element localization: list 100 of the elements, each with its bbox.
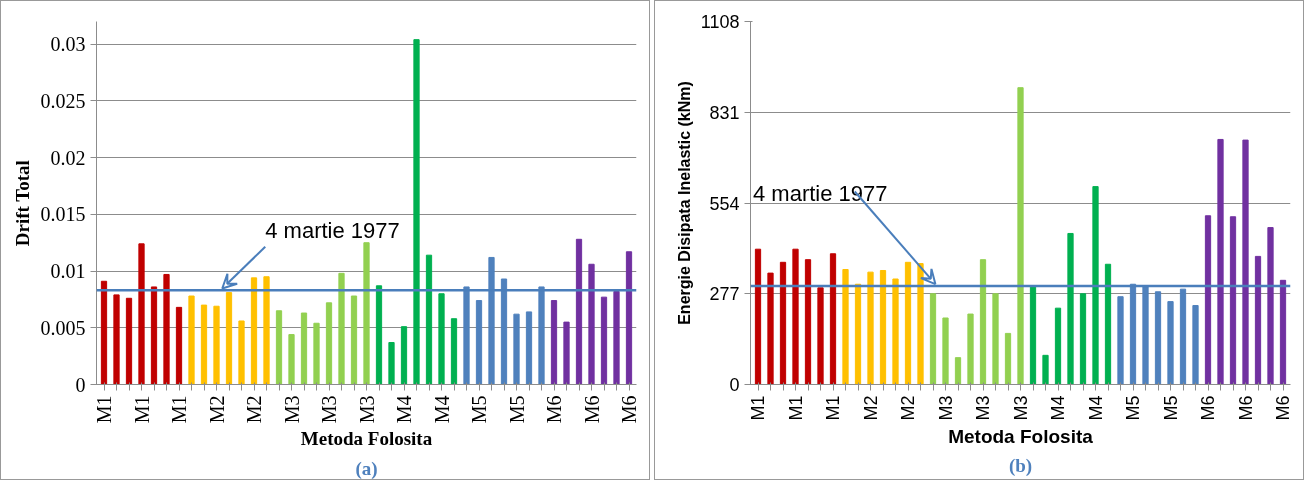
bar bbox=[513, 313, 520, 385]
bar bbox=[1079, 293, 1087, 385]
x-tick-label: M5 bbox=[468, 395, 490, 424]
bar bbox=[125, 297, 133, 385]
bar bbox=[425, 254, 433, 385]
x-tick-label: M2 bbox=[898, 395, 918, 421]
bar bbox=[829, 253, 837, 385]
bar bbox=[1229, 216, 1237, 385]
bar bbox=[225, 292, 233, 385]
bar bbox=[213, 305, 220, 385]
y-tick-label: 0 bbox=[75, 373, 86, 396]
bar bbox=[792, 248, 799, 385]
bar bbox=[754, 248, 762, 385]
y-tick-label: 0.01 bbox=[50, 260, 86, 283]
bar bbox=[138, 243, 145, 385]
x-tick-label: M4 bbox=[1085, 395, 1106, 421]
bar bbox=[313, 322, 320, 385]
bar bbox=[475, 300, 483, 385]
bar bbox=[1067, 232, 1074, 385]
bar bbox=[375, 285, 383, 385]
bar bbox=[1267, 227, 1274, 385]
bar bbox=[163, 273, 170, 385]
bar bbox=[904, 261, 912, 385]
bar bbox=[550, 300, 558, 385]
bar bbox=[250, 277, 258, 385]
bar bbox=[275, 310, 283, 385]
bar bbox=[917, 263, 924, 385]
x-tick-label: M3 bbox=[355, 395, 378, 424]
x-tick-label: M4 bbox=[1048, 395, 1068, 421]
bar bbox=[150, 286, 158, 385]
bar bbox=[325, 302, 333, 385]
x-tick-label: M3 bbox=[280, 395, 303, 424]
bar bbox=[1204, 215, 1212, 385]
y-tick-label: 0.02 bbox=[50, 146, 86, 169]
x-tick-label: M5 bbox=[505, 395, 528, 424]
bar bbox=[1192, 305, 1199, 385]
bar bbox=[767, 272, 774, 385]
bar bbox=[1042, 354, 1049, 385]
x-tick-label: M4 bbox=[393, 395, 415, 424]
x-tick-label: M6 bbox=[1273, 395, 1293, 421]
bar bbox=[1179, 288, 1187, 385]
x-axis-title: Metoda Folosita bbox=[300, 428, 433, 450]
bar bbox=[175, 306, 183, 385]
bar bbox=[942, 317, 949, 385]
bar bbox=[1117, 296, 1124, 385]
x-tick-label: M1 bbox=[168, 395, 190, 424]
bar bbox=[263, 276, 270, 385]
bar bbox=[1279, 279, 1287, 385]
bar bbox=[1092, 186, 1099, 385]
x-tick-label: M5 bbox=[1160, 395, 1181, 421]
x-tick-label: M3 bbox=[318, 395, 340, 424]
x-tick-label: M2 bbox=[205, 395, 228, 424]
bar bbox=[575, 238, 583, 385]
x-tick-label: M6 bbox=[1198, 395, 1218, 421]
bar bbox=[1254, 255, 1262, 385]
x-tick-label: M2 bbox=[860, 395, 881, 421]
y-axis-title: Energie Disipata Inelastic (kNm) bbox=[675, 81, 693, 325]
y-tick-label: 0.025 bbox=[40, 89, 86, 112]
x-tick-label: M1 bbox=[748, 395, 768, 421]
bar bbox=[967, 313, 974, 385]
bar bbox=[854, 283, 862, 385]
bar bbox=[388, 342, 395, 385]
bar bbox=[954, 357, 962, 385]
bar bbox=[1004, 332, 1012, 385]
bar bbox=[188, 295, 195, 385]
y-axis-title: Drift Total bbox=[11, 160, 33, 247]
y-tick-label: 1108 bbox=[700, 12, 740, 32]
x-tick-label: M1 bbox=[823, 395, 843, 421]
y-tick-label: 0.015 bbox=[40, 203, 86, 226]
bar bbox=[879, 269, 887, 385]
text: (a) bbox=[355, 457, 378, 480]
bar bbox=[525, 311, 533, 385]
bar bbox=[413, 39, 420, 385]
x-tick-label: M3 bbox=[1010, 395, 1031, 421]
x-tick-label: M4 bbox=[430, 395, 453, 424]
ref-line-label: 4 martie 1977 bbox=[265, 218, 400, 244]
bar bbox=[588, 263, 595, 385]
bar bbox=[979, 259, 987, 385]
x-tick-label: M1 bbox=[785, 395, 806, 421]
bar bbox=[625, 251, 633, 385]
x-tick-label: M3 bbox=[973, 395, 993, 421]
x-tick-label: M3 bbox=[935, 395, 956, 421]
bar bbox=[817, 287, 824, 385]
y-tick-label: 831 bbox=[709, 102, 740, 123]
bar bbox=[438, 293, 445, 385]
x-tick-label: M5 bbox=[1123, 395, 1143, 421]
bar bbox=[1104, 263, 1112, 385]
bar bbox=[929, 293, 937, 385]
y-tick-label: 0.005 bbox=[40, 316, 86, 339]
bar bbox=[613, 290, 620, 385]
x-axis-title: Metoda Folosita bbox=[948, 425, 1094, 447]
bar bbox=[200, 304, 208, 385]
bar bbox=[892, 278, 899, 385]
x-tick-label: M6 bbox=[580, 395, 603, 424]
bar bbox=[288, 334, 295, 385]
bar bbox=[1017, 87, 1024, 385]
bar bbox=[1167, 301, 1174, 385]
bar bbox=[600, 296, 608, 385]
bar bbox=[238, 320, 245, 385]
bar bbox=[338, 272, 345, 385]
